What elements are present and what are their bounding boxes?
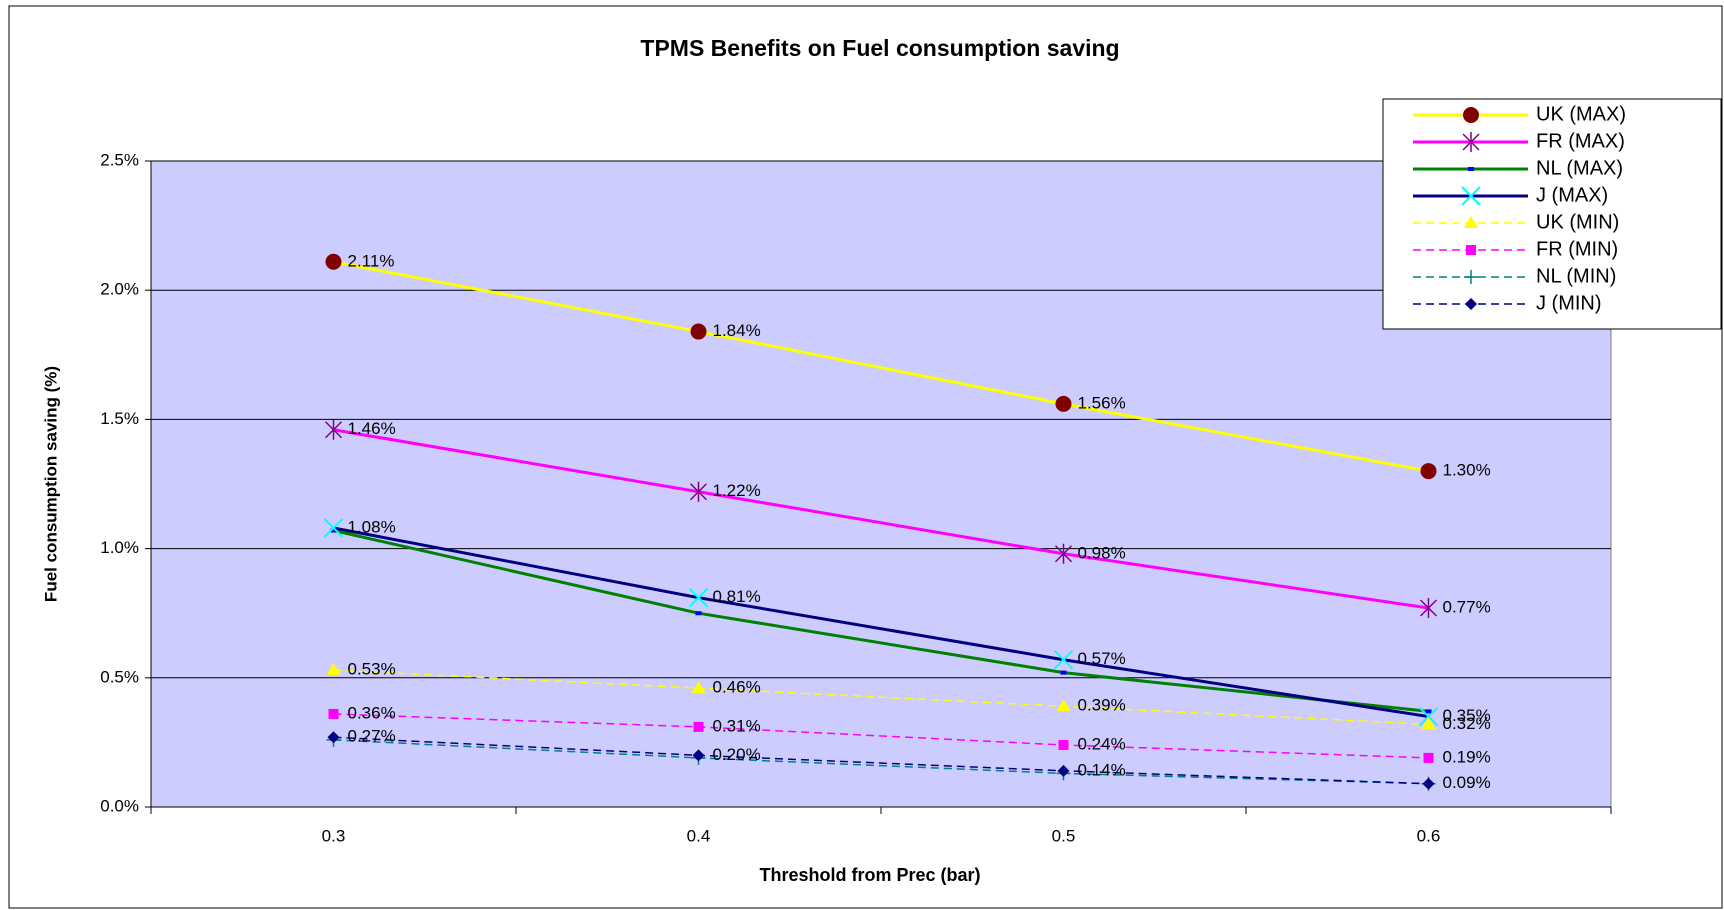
legend-label: NL (MAX) bbox=[1536, 157, 1623, 179]
data-label: 0.46% bbox=[713, 678, 761, 697]
data-label: 0.31% bbox=[713, 716, 761, 735]
legend-label: FR (MIN) bbox=[1536, 238, 1618, 260]
y-tick-label: 1.5% bbox=[100, 409, 139, 428]
marker bbox=[1055, 395, 1072, 412]
data-label: 1.46% bbox=[348, 419, 396, 438]
marker bbox=[1425, 709, 1432, 714]
data-label: 0.98% bbox=[1078, 543, 1126, 562]
marker bbox=[1465, 298, 1477, 310]
legend-box bbox=[1382, 98, 1722, 330]
x-tick-label: 0.5 bbox=[1052, 826, 1076, 845]
marker bbox=[1422, 777, 1435, 790]
marker bbox=[695, 611, 702, 616]
data-label: 0.20% bbox=[713, 745, 761, 764]
data-label: 0.36% bbox=[348, 703, 396, 722]
marker bbox=[327, 731, 340, 744]
marker bbox=[1463, 107, 1479, 123]
data-label: 0.81% bbox=[713, 587, 761, 606]
marker bbox=[692, 749, 705, 762]
data-label: 0.39% bbox=[1078, 696, 1126, 715]
legend-label: UK (MIN) bbox=[1536, 211, 1619, 233]
series-line bbox=[333, 713, 1429, 759]
marker bbox=[1468, 167, 1474, 171]
legend-label: UK (MAX) bbox=[1536, 103, 1626, 125]
marker bbox=[1056, 699, 1071, 712]
data-label: 1.56% bbox=[1078, 393, 1126, 412]
data-label: 0.14% bbox=[1078, 760, 1126, 779]
marker bbox=[330, 528, 337, 533]
series-line bbox=[333, 428, 1429, 610]
y-tick-label: 0.5% bbox=[100, 667, 139, 686]
marker bbox=[689, 481, 708, 502]
marker bbox=[1466, 245, 1476, 255]
y-tick-label: 2.0% bbox=[100, 280, 139, 299]
marker bbox=[1420, 463, 1437, 480]
legend-label: J (MAX) bbox=[1536, 184, 1608, 206]
marker bbox=[1419, 598, 1438, 619]
data-label: 1.08% bbox=[348, 517, 396, 536]
marker bbox=[1418, 706, 1439, 727]
data-label: 0.19% bbox=[1443, 747, 1491, 766]
marker bbox=[693, 721, 704, 732]
series-line bbox=[333, 739, 1429, 785]
series-line bbox=[333, 669, 1429, 726]
marker bbox=[1461, 186, 1481, 206]
marker bbox=[323, 518, 344, 538]
legend-label: J (MIN) bbox=[1536, 292, 1602, 314]
series-line bbox=[333, 526, 1429, 719]
legend-label: NL (MIN) bbox=[1536, 265, 1616, 287]
y-axis-label: Fuel consumption saving (%) bbox=[41, 366, 60, 602]
marker bbox=[1462, 132, 1480, 152]
x-tick-label: 0.4 bbox=[687, 826, 711, 845]
series-line bbox=[333, 260, 1429, 473]
marker bbox=[326, 663, 341, 676]
data-label: 1.22% bbox=[713, 481, 761, 500]
x-tick-label: 0.6 bbox=[1417, 826, 1441, 845]
y-tick-label: 1.0% bbox=[100, 538, 139, 557]
marker bbox=[1464, 216, 1478, 228]
marker bbox=[324, 419, 343, 440]
data-label: 0.32% bbox=[1443, 714, 1491, 733]
data-label: 1.30% bbox=[1443, 461, 1491, 480]
marker bbox=[1053, 650, 1074, 670]
marker bbox=[325, 253, 342, 270]
data-label: 1.84% bbox=[713, 321, 761, 340]
x-tick-label: 0.3 bbox=[322, 826, 346, 845]
marker bbox=[1058, 739, 1069, 750]
marker bbox=[328, 708, 339, 719]
data-label: 0.77% bbox=[1443, 598, 1491, 617]
marker bbox=[1464, 270, 1478, 284]
y-tick-label: 0.0% bbox=[100, 796, 139, 815]
marker bbox=[690, 323, 707, 340]
marker bbox=[1423, 752, 1434, 763]
series-line bbox=[333, 529, 1429, 713]
data-label: 0.35% bbox=[1443, 706, 1491, 725]
x-axis-label: Threshold from Prec (bar) bbox=[759, 865, 980, 885]
marker bbox=[1060, 670, 1067, 675]
data-label: 0.27% bbox=[348, 727, 396, 746]
marker bbox=[688, 587, 709, 608]
data-label: 0.24% bbox=[1078, 734, 1126, 753]
data-label: 0.57% bbox=[1078, 649, 1126, 668]
marker bbox=[1057, 764, 1070, 777]
y-tick-label: 2.5% bbox=[100, 150, 139, 169]
legend-label: FR (MAX) bbox=[1536, 130, 1625, 152]
chart-title: TPMS Benefits on Fuel consumption saving bbox=[640, 35, 1119, 61]
data-label: 0.09% bbox=[1443, 773, 1491, 792]
marker bbox=[1421, 717, 1436, 730]
plot-area bbox=[150, 160, 1612, 808]
data-label: 0.53% bbox=[348, 660, 396, 679]
series-line bbox=[333, 736, 1429, 785]
marker bbox=[1054, 543, 1073, 564]
data-label: 2.11% bbox=[348, 251, 395, 270]
marker bbox=[691, 681, 706, 694]
